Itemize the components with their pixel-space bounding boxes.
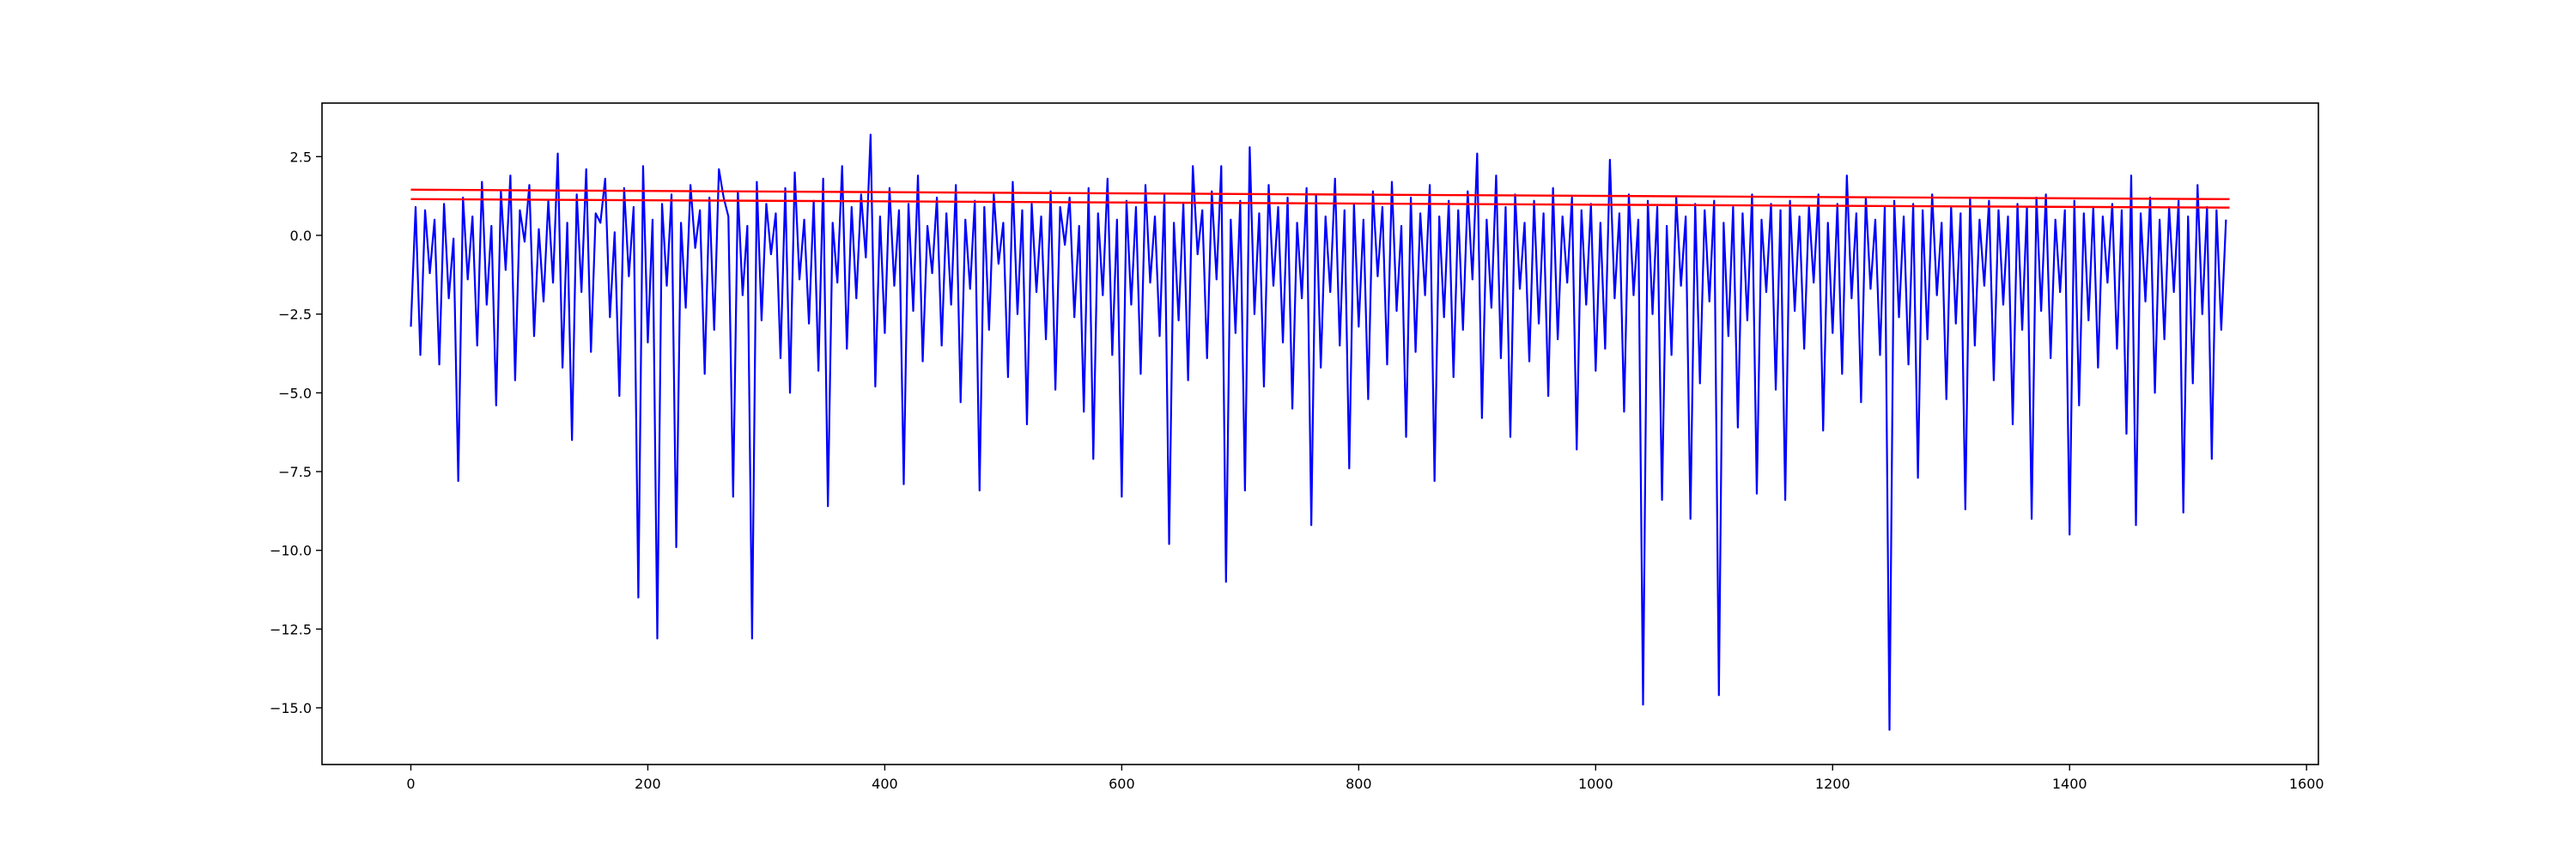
x-tick-label: 1200	[1815, 776, 1850, 792]
x-tick-label: 600	[1109, 776, 1135, 792]
x-tick-label: 0	[406, 776, 415, 792]
x-tick-label: 1400	[2052, 776, 2087, 792]
series-layer	[410, 133, 2230, 731]
y-tick-label: −7.5	[278, 464, 312, 480]
x-tick-label: 400	[872, 776, 898, 792]
plot-area	[321, 102, 2319, 765]
series-line-blue	[410, 133, 2227, 731]
y-tick-label: −12.5	[270, 621, 312, 637]
series-line-red-2	[410, 198, 2230, 209]
y-tick-label: −15.0	[270, 700, 312, 716]
x-axis: 0 200 400 600 800 1000 1200 1400 1600	[406, 765, 2324, 792]
series-line-red-1	[410, 188, 2230, 201]
y-tick-label: −5.0	[278, 385, 312, 401]
y-axis: 2.5 0.0 −2.5 −5.0 −7.5 −10.0 −12.5 −15.0	[270, 149, 322, 716]
y-tick-label: −2.5	[278, 307, 312, 323]
x-tick-label: 200	[635, 776, 661, 792]
y-tick-label: −10.0	[270, 543, 312, 559]
x-tick-label: 1000	[1578, 776, 1613, 792]
x-tick-label: 1600	[2289, 776, 2324, 792]
x-tick-label: 800	[1346, 776, 1372, 792]
y-tick-label: 0.0	[290, 228, 312, 244]
y-tick-label: 2.5	[290, 149, 312, 165]
